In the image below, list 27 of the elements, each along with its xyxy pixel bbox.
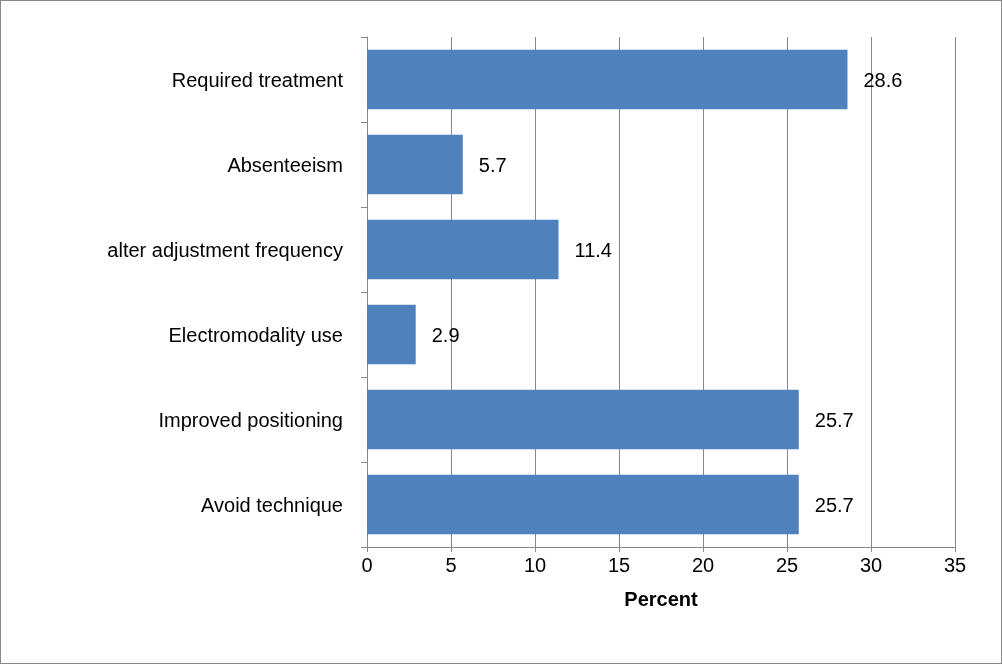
x-tick-label: 25 <box>775 554 799 576</box>
x-tick-label: 30 <box>859 554 883 576</box>
bar <box>367 219 559 280</box>
data-label: 2.9 <box>431 323 460 346</box>
x-tick-label: 35 <box>943 554 967 576</box>
x-axis-title: Percent <box>624 588 699 610</box>
x-tick-label: 5 <box>445 554 457 576</box>
data-label: 5.7 <box>478 153 507 176</box>
y-tick-label: Required treatment <box>171 68 344 91</box>
x-tick-label: 15 <box>607 554 631 576</box>
x-tick-label: 20 <box>691 554 715 576</box>
y-tick-label: Avoid technique <box>201 493 343 516</box>
y-tick-label: alter adjustment frequency <box>107 238 343 261</box>
y-tick-label: Electromodality use <box>168 323 343 346</box>
x-tick-label: 0 <box>361 554 373 576</box>
data-label: 25.7 <box>814 493 854 516</box>
bar <box>367 304 416 365</box>
bar <box>367 474 799 535</box>
data-label: 25.7 <box>814 408 854 431</box>
bar <box>367 389 799 450</box>
y-tick-label: Absenteeism <box>227 153 343 176</box>
bar <box>367 134 463 195</box>
x-tick-label: 10 <box>523 554 547 576</box>
data-label: 28.6 <box>863 68 903 91</box>
data-label: 11.4 <box>574 238 612 261</box>
bar <box>367 49 848 110</box>
y-tick-label: Improved positioning <box>158 408 343 431</box>
